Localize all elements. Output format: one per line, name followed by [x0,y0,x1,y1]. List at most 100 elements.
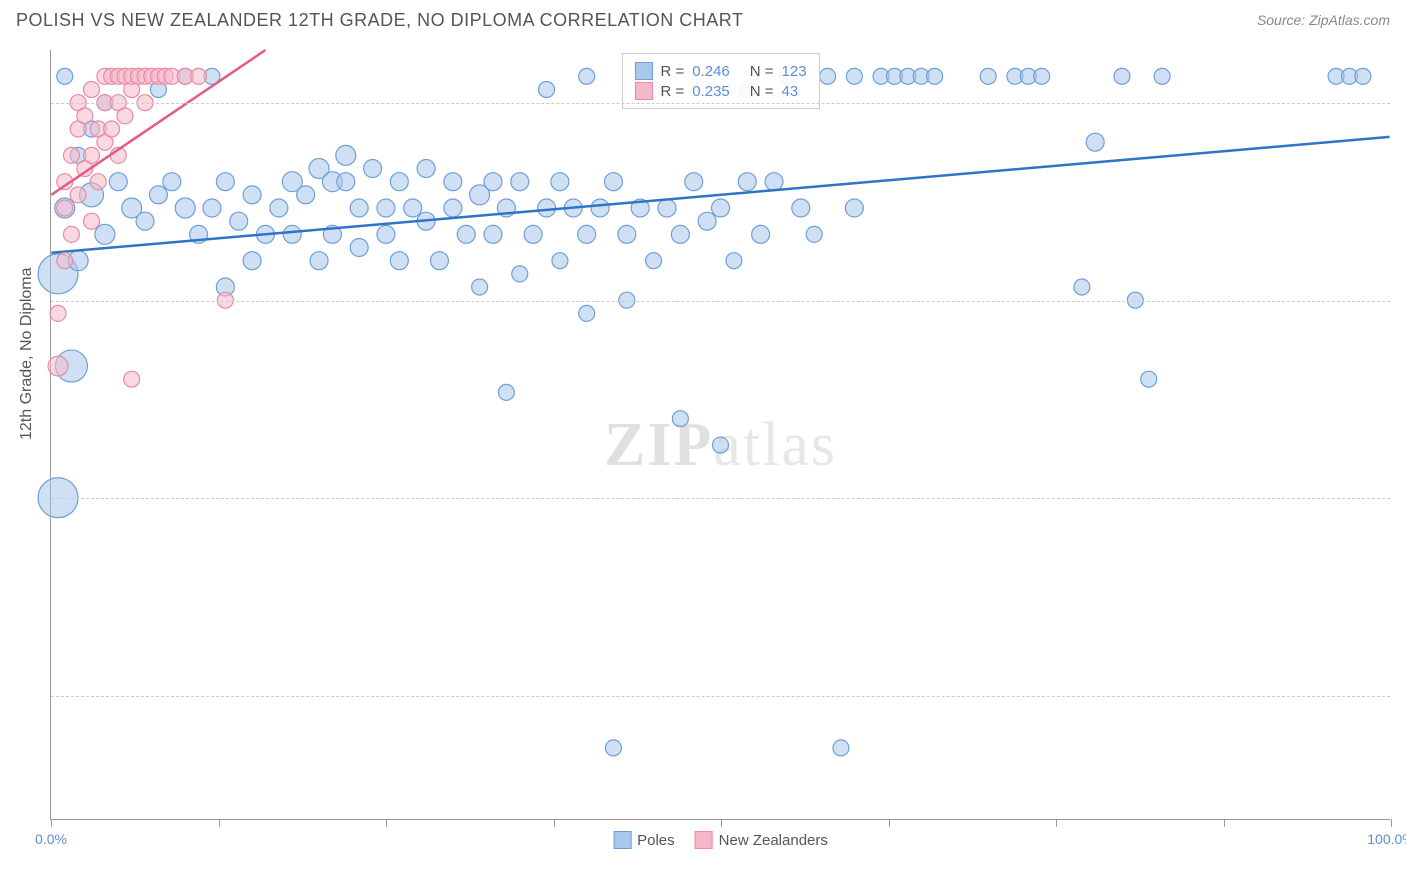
scatter-point [498,384,514,400]
legend-swatch-icon [634,62,652,80]
scatter-point [579,305,595,321]
scatter-point [752,225,770,243]
scatter-point [350,239,368,257]
legend-top: R =0.246N =123R =0.235N =43 [621,53,819,109]
scatter-point [845,199,863,217]
scatter-point [579,68,595,84]
scatter-point [712,199,730,217]
scatter-point [671,225,689,243]
legend-item: New Zealanders [695,831,828,849]
scatter-point [84,213,100,229]
grid-line [51,103,1390,104]
scatter-point [136,212,154,230]
scatter-point [163,173,181,191]
scatter-point [578,225,596,243]
scatter-point [484,225,502,243]
scatter-point [63,147,79,163]
legend-n-label: N = [750,83,774,100]
scatter-point [820,68,836,84]
xtick [386,819,387,827]
legend-bottom: Poles New Zealanders [613,831,828,849]
xtick [721,819,722,827]
scatter-point [444,199,462,217]
scatter-point [70,187,86,203]
scatter-point [1141,371,1157,387]
scatter-point [84,147,100,163]
xtick [1056,819,1057,827]
scatter-point [57,200,73,216]
legend-r-label: R = [660,83,684,100]
scatter-point [216,173,234,191]
scatter-point [646,253,662,269]
scatter-point [457,225,475,243]
scatter-point [551,173,569,191]
scatter-point [1074,279,1090,295]
legend-r-value: 0.235 [692,83,730,100]
scatter-point [658,199,676,217]
scatter-point [297,186,315,204]
scatter-point [1355,68,1371,84]
scatter-point [430,252,448,270]
scatter-point [511,173,529,191]
scatter-point [605,740,621,756]
scatter-point [84,82,100,98]
scatter-point [57,253,73,269]
scatter-point [191,68,207,84]
grid-line [51,498,1390,499]
scatter-point [77,108,93,124]
scatter-point [203,199,221,217]
scatter-point [377,199,395,217]
scatter-point [552,253,568,269]
legend-r-label: R = [660,63,684,80]
scatter-point [337,173,355,191]
scatter-point [310,252,328,270]
scatter-point [538,199,556,217]
scatter-point [377,225,395,243]
scatter-point [57,68,73,84]
scatter-point [404,199,422,217]
scatter-point [484,173,502,191]
source-label: Source: ZipAtlas.com [1257,12,1390,28]
scatter-point [270,199,288,217]
scatter-point [283,225,301,243]
scatter-point [243,252,261,270]
scatter-point [109,173,127,191]
scatter-point [927,68,943,84]
scatter-point [472,279,488,295]
scatter-svg [51,50,1390,819]
xtick [1224,819,1225,827]
scatter-point [792,199,810,217]
scatter-point [591,199,609,217]
legend-label: Poles [637,832,675,849]
scatter-point [980,68,996,84]
scatter-point [243,186,261,204]
xtick-label: 100.0% [1367,831,1406,847]
scatter-point [1086,133,1104,151]
scatter-point [444,173,462,191]
y-axis-label: 12th Grade, No Diploma [18,267,36,440]
scatter-point [1154,68,1170,84]
scatter-point [618,225,636,243]
scatter-point [524,225,542,243]
scatter-point [149,186,167,204]
legend-label: New Zealanders [719,832,828,849]
scatter-point [1114,68,1130,84]
legend-n-label: N = [750,63,774,80]
grid-line [51,696,1390,697]
legend-n-value: 123 [782,63,807,80]
grid-line [51,301,1390,302]
scatter-point [230,212,248,230]
scatter-point [117,108,133,124]
scatter-point [765,173,783,191]
plot-area: ZIPatlas R =0.246N =123R =0.235N =43 Pol… [50,50,1390,820]
xtick-label: 0.0% [35,831,67,847]
chart-title: POLISH VS NEW ZEALANDER 12TH GRADE, NO D… [16,10,743,31]
legend-swatch-icon [695,831,713,849]
scatter-point [95,224,115,244]
scatter-point [50,305,66,321]
legend-r-value: 0.246 [692,63,730,80]
scatter-point [512,266,528,282]
legend-row: R = 0.246 N = 123 [634,62,806,80]
scatter-point [672,411,688,427]
legend-swatch-icon [613,831,631,849]
